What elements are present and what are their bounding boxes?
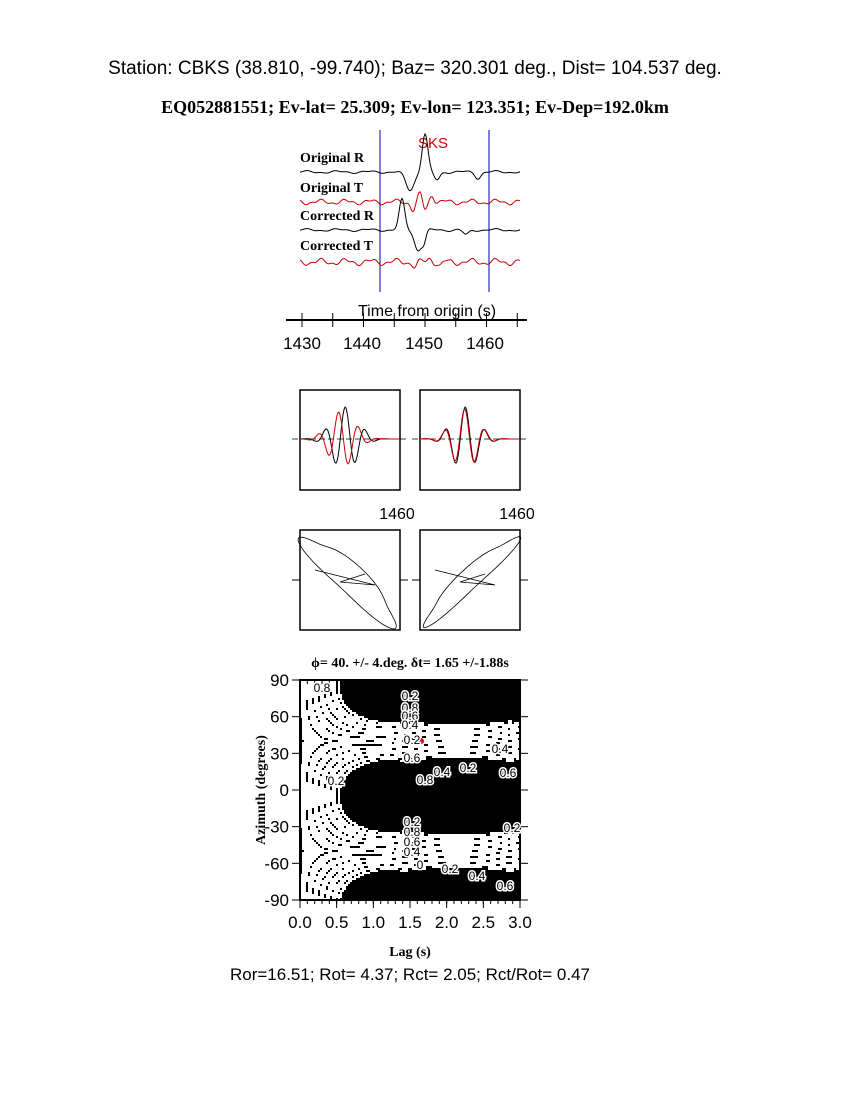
trace-original-t: [299, 191, 521, 213]
trace-label-original-t: Original T: [300, 181, 364, 196]
contour-label: 0.6: [404, 751, 421, 765]
waveform-corrected-radial: [420, 406, 520, 464]
particle-motion-original-path: [297, 536, 397, 630]
contour-label: 0.2: [328, 774, 345, 788]
seismogram-panel: SKS Original R Original T Corrected R Co…: [283, 130, 527, 353]
trace-label-corrected-t: Corrected T: [300, 239, 374, 254]
time-tick-1450: 1450: [405, 334, 443, 353]
x-tick-label: 3.0: [508, 913, 532, 932]
trace-corrected-r: [299, 197, 521, 252]
y-axis-label: Azimuth (degrees): [254, 735, 269, 845]
contour-label: 0.2: [460, 761, 477, 775]
contour-label: 0.4: [469, 869, 486, 883]
y-tick-label: -60: [264, 854, 289, 873]
x-tick-label: 0.5: [325, 913, 349, 932]
contour-label: 0.2: [504, 821, 521, 835]
time-axis-label: Time from origin (s): [358, 303, 496, 320]
contour-title: ϕ= 40. +/- 4.deg. δt= 1.65 +/-1.88s: [311, 656, 509, 671]
contour-label: 0.6: [404, 835, 421, 849]
y-tick-label: 60: [270, 708, 289, 727]
x-axis-label: Lag (s): [389, 945, 431, 960]
contour-label: 0.2: [404, 815, 421, 829]
contour-label: 0.6: [500, 766, 517, 780]
contour-label: 0.2: [402, 689, 419, 703]
best-fit-marker: [418, 738, 424, 744]
contour-label: 0.4: [404, 845, 421, 859]
waveform-tick-1460-left: 1460: [379, 506, 415, 523]
y-tick-label: -90: [264, 891, 289, 910]
waveform-corrected-transverse: [420, 408, 520, 463]
event-title: EQ052881551; Ev-lat= 25.309; Ev-lon= 123…: [161, 97, 669, 117]
contour-label: 0.8: [417, 773, 434, 787]
y-tick-label: 90: [270, 671, 289, 690]
energy-contour-plot: ϕ= 40. +/- 4.deg. δt= 1.65 +/-1.88s 0.0 0…: [254, 656, 532, 960]
waveform-tick-1460-right: 1460: [499, 506, 535, 523]
particle-motion-corrected-path: [422, 536, 522, 629]
contour-label: 0.8: [402, 701, 419, 715]
trace-label-original-r: Original R: [300, 151, 365, 166]
trace-label-corrected-r: Corrected R: [300, 209, 375, 224]
particle-motion-corrected: [412, 529, 528, 631]
phase-label: SKS: [418, 135, 448, 152]
contour-label: 0.6: [497, 879, 514, 893]
particle-motion-original: [292, 529, 408, 631]
station-title: Station: CBKS (38.810, -99.740); Baz= 32…: [108, 58, 722, 79]
x-tick-label: 1.5: [398, 913, 422, 932]
contour-label: 0: [417, 858, 424, 872]
x-tick-label: 0.0: [288, 913, 312, 932]
time-tick-1460: 1460: [466, 334, 504, 353]
y-tick-label: -30: [264, 818, 289, 837]
contour-label: 0.6: [402, 709, 419, 723]
waveform-original-radial: [300, 406, 400, 464]
contour-label: 0.8: [314, 681, 331, 695]
ratio-summary: Ror=16.51; Rot= 4.37; Rct= 2.05; Rct/Rot…: [229, 965, 591, 984]
y-tick-label: 0: [280, 781, 289, 800]
contour-label: 0.2: [404, 733, 421, 747]
trace-corrected-t: [299, 257, 521, 269]
contour-label: 0.2: [442, 862, 459, 876]
time-tick-1440: 1440: [343, 334, 381, 353]
waveform-original-transverse: [300, 411, 400, 465]
waveform-panel-original: 1460: [292, 389, 415, 523]
contour-label: 0.4: [402, 718, 419, 732]
contour-label: 0.8: [404, 825, 421, 839]
trace-original-r: [299, 132, 521, 192]
x-tick-label: 2.5: [472, 913, 496, 932]
time-tick-1430: 1430: [283, 334, 321, 353]
contour-label: 0.4: [492, 742, 509, 756]
x-tick-label: 2.0: [435, 913, 459, 932]
x-tick-label: 1.0: [362, 913, 386, 932]
waveform-panel-corrected: 1460: [412, 389, 535, 523]
y-tick-label: 30: [270, 744, 289, 763]
contour-label: 0.4: [434, 765, 451, 779]
